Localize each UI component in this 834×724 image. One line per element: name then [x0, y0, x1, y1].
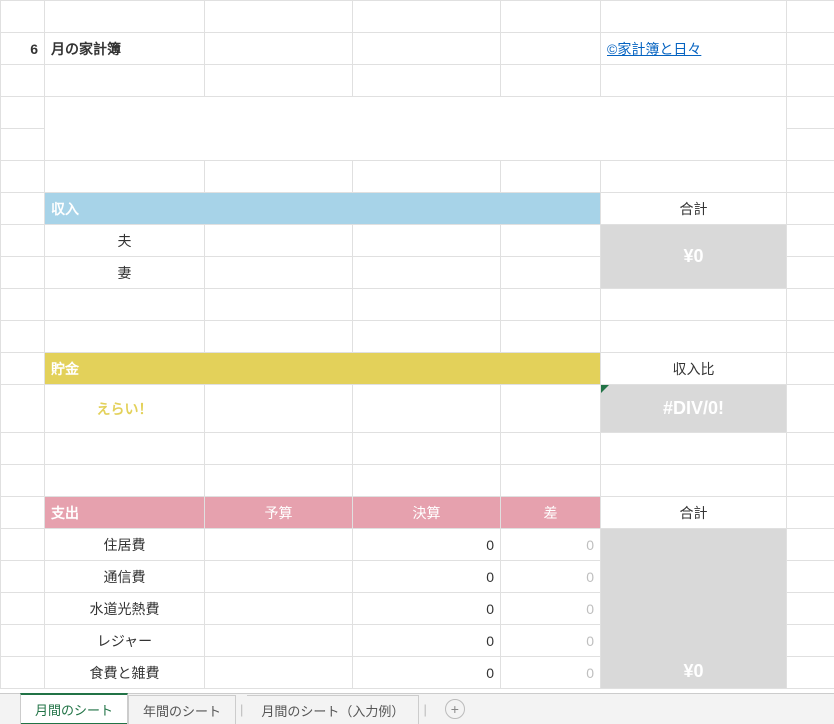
- tab-separator: |: [423, 702, 426, 717]
- income-row-label[interactable]: 妻: [45, 257, 205, 289]
- expense-row-budget[interactable]: [205, 561, 353, 593]
- credit-link[interactable]: ©家計簿と日々: [601, 33, 787, 65]
- expense-total-value: ¥0: [601, 529, 787, 689]
- tab-separator: |: [240, 702, 243, 717]
- income-total-label: 合計: [601, 193, 787, 225]
- expense-row-label[interactable]: 食費と雑費: [45, 657, 205, 689]
- expense-row-diff: 0: [501, 561, 601, 593]
- expense-row-budget[interactable]: [205, 529, 353, 561]
- income-header: 収入: [45, 193, 601, 225]
- worksheet-grid[interactable]: 6 月の家計簿 ©家計簿と日々 収入 合計 夫 ¥0 妻 貯金 収入比 えらい！…: [0, 0, 834, 689]
- expense-row-diff: 0: [501, 657, 601, 689]
- income-row-value[interactable]: [205, 225, 353, 257]
- expense-row-diff: 0: [501, 529, 601, 561]
- expense-col-actual: 決算: [353, 497, 501, 529]
- expense-row-actual[interactable]: 0: [353, 529, 501, 561]
- savings-ratio-label: 収入比: [601, 353, 787, 385]
- expense-row-budget[interactable]: [205, 657, 353, 689]
- add-sheet-button[interactable]: +: [445, 699, 465, 719]
- expense-row-budget[interactable]: [205, 625, 353, 657]
- title-cell[interactable]: 月の家計簿: [45, 33, 205, 65]
- expense-row-label[interactable]: 通信費: [45, 561, 205, 593]
- spreadsheet-sheet: 6 月の家計簿 ©家計簿と日々 収入 合計 夫 ¥0 妻 貯金 収入比 えらい！…: [0, 0, 834, 724]
- expense-row-diff: 0: [501, 625, 601, 657]
- expense-row-actual[interactable]: 0: [353, 561, 501, 593]
- income-total-value: ¥0: [601, 225, 787, 289]
- savings-praise: えらい！: [45, 385, 205, 433]
- note-area[interactable]: [45, 97, 787, 161]
- expense-row-label[interactable]: レジャー: [45, 625, 205, 657]
- expense-header: 支出: [45, 497, 205, 529]
- income-row-value[interactable]: [205, 257, 353, 289]
- expense-row-budget[interactable]: [205, 593, 353, 625]
- expense-row-actual[interactable]: 0: [353, 657, 501, 689]
- savings-header: 貯金: [45, 353, 601, 385]
- expense-row-actual[interactable]: 0: [353, 593, 501, 625]
- expense-row-label[interactable]: 水道光熱費: [45, 593, 205, 625]
- sheet-tab[interactable]: 年間のシート: [128, 695, 236, 724]
- sheet-tab[interactable]: 月間のシート（入力例）: [247, 695, 419, 724]
- savings-ratio-value: #DIV/0!: [601, 385, 787, 433]
- expense-col-budget: 予算: [205, 497, 353, 529]
- expense-total-label: 合計: [601, 497, 787, 529]
- expense-col-diff: 差: [501, 497, 601, 529]
- month-cell[interactable]: 6: [1, 33, 45, 65]
- sheet-tab[interactable]: 月間のシート: [20, 693, 128, 724]
- expense-row-actual[interactable]: 0: [353, 625, 501, 657]
- expense-row-diff: 0: [501, 593, 601, 625]
- expense-row-label[interactable]: 住居費: [45, 529, 205, 561]
- income-row-label[interactable]: 夫: [45, 225, 205, 257]
- sheet-tabbar: 月間のシート 年間のシート | 月間のシート（入力例） | +: [0, 693, 834, 724]
